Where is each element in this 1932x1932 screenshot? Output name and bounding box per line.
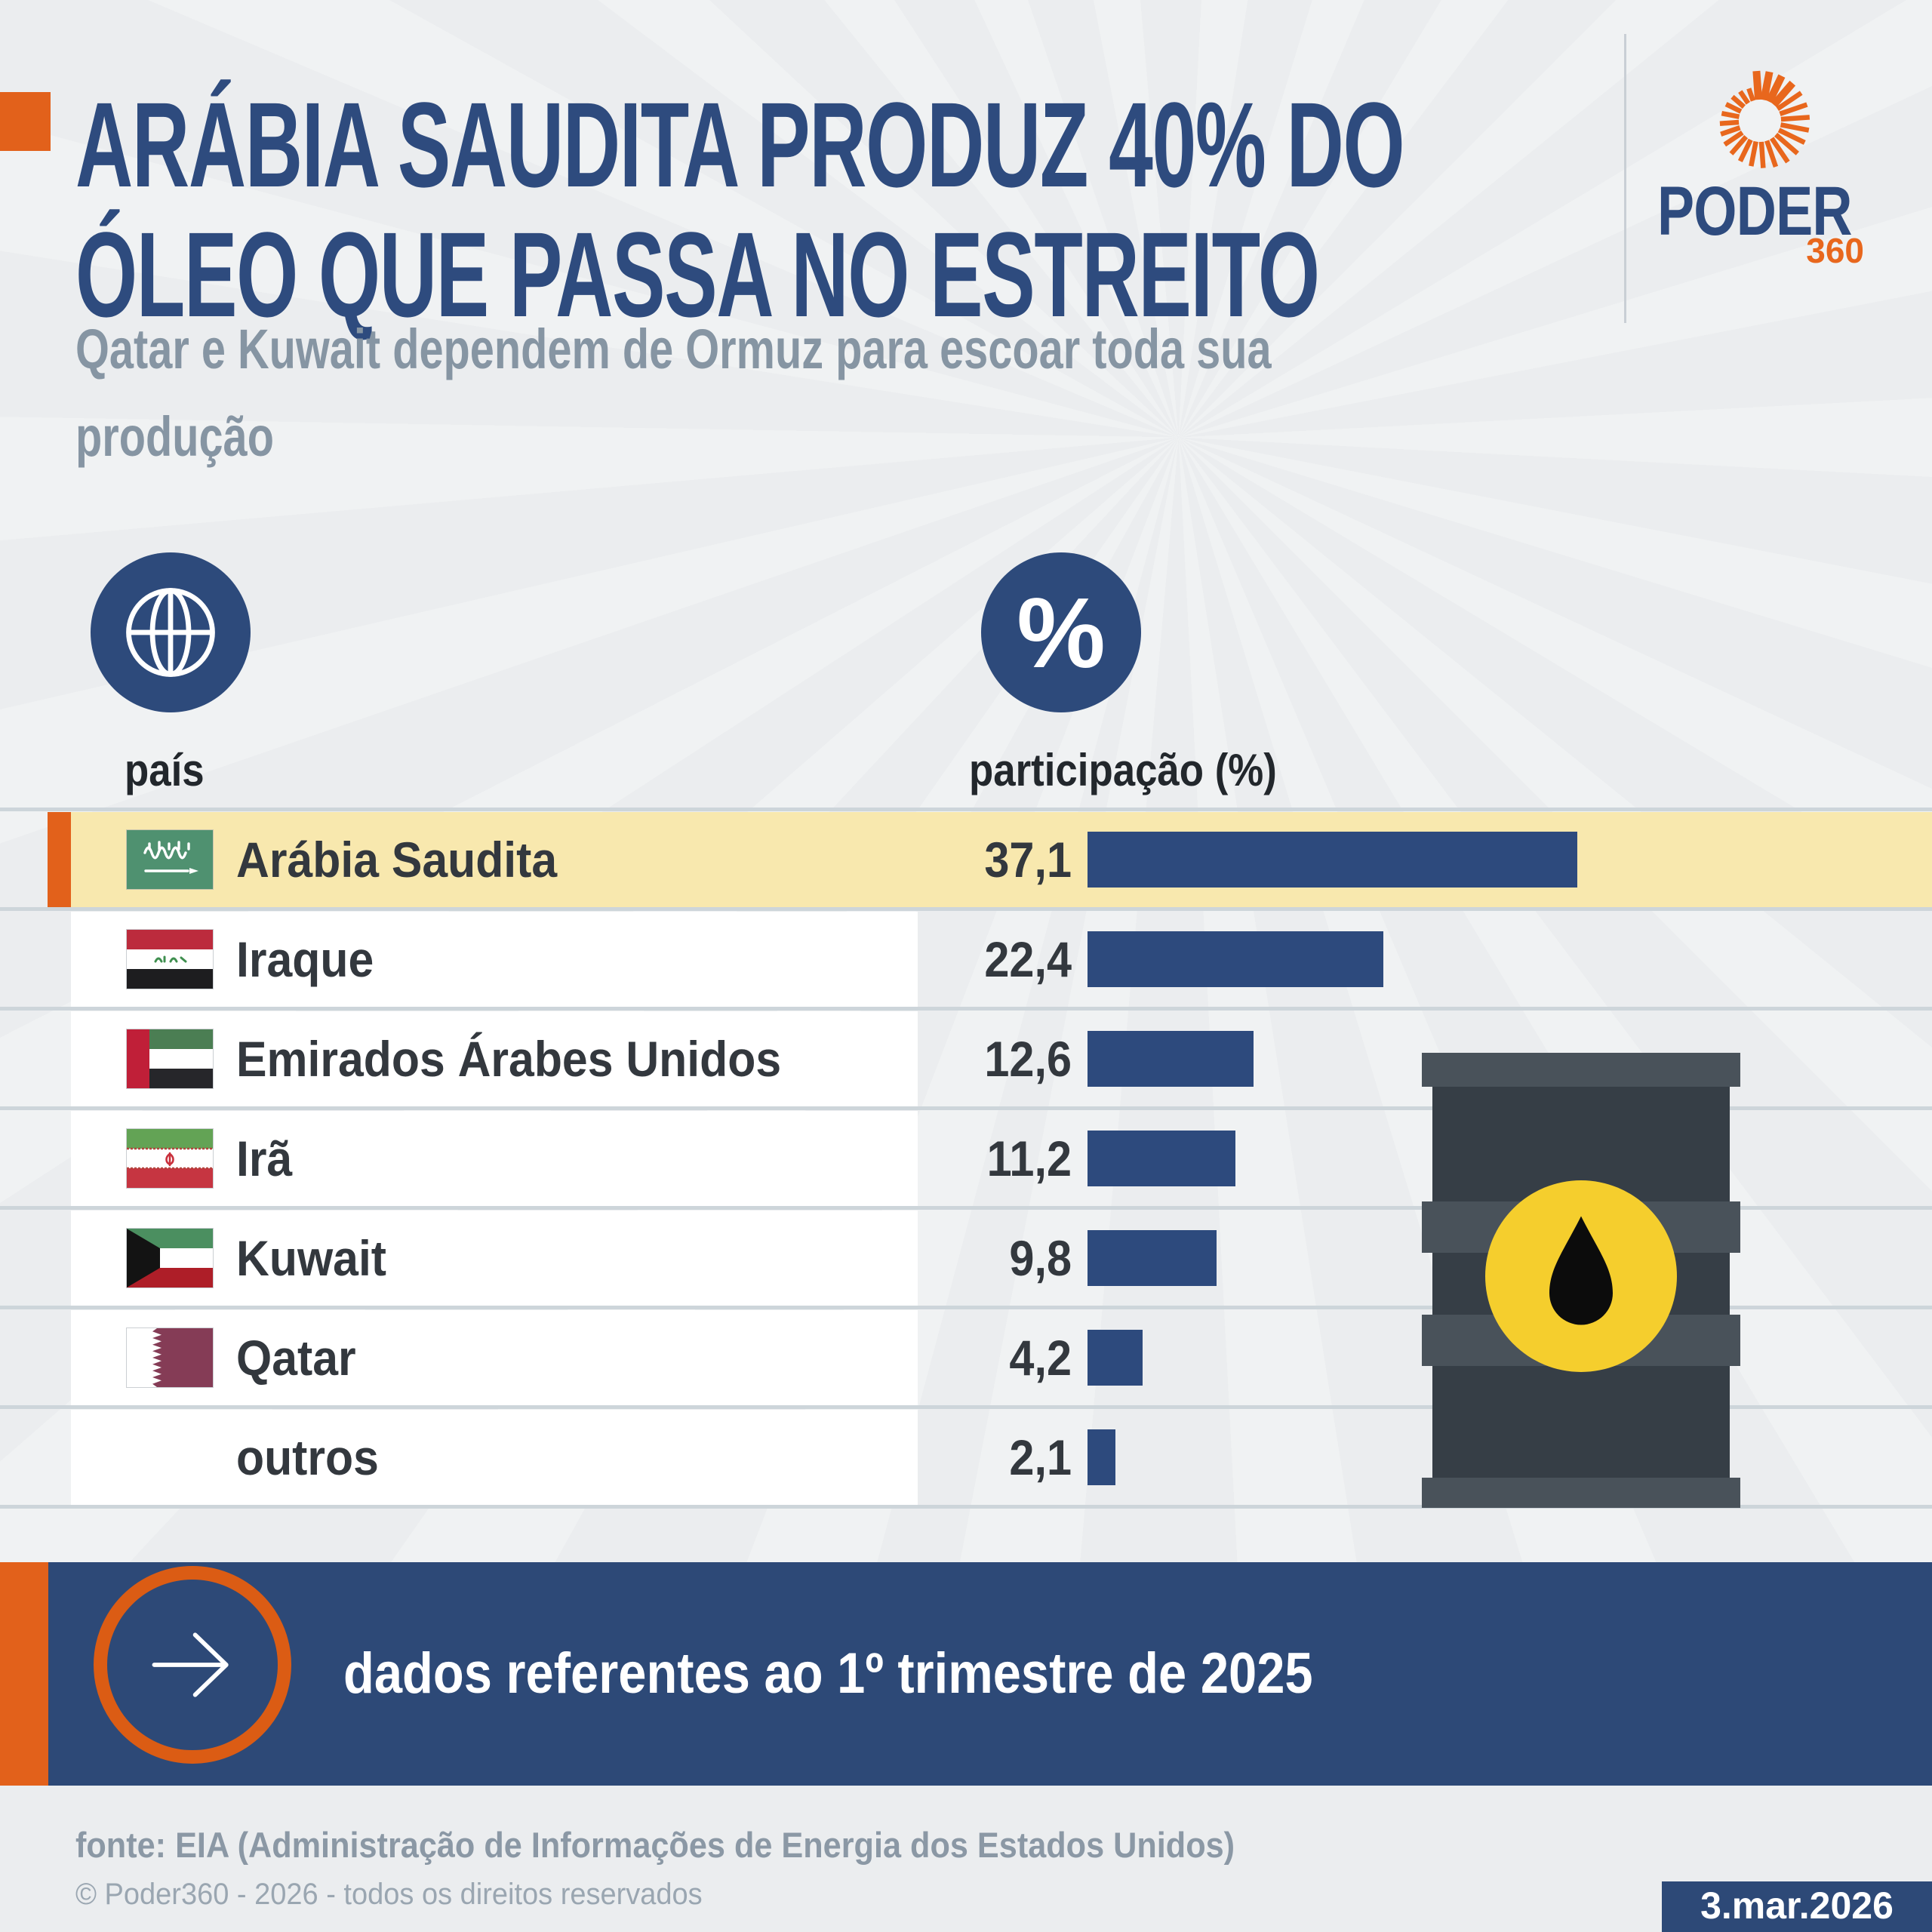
country-name: Qatar [236, 1330, 356, 1386]
share-column-circle: % [981, 552, 1141, 712]
row-divider [0, 1206, 1932, 1210]
country-name: Emirados Árabes Unidos [236, 1031, 782, 1087]
row-divider [0, 1405, 1932, 1409]
row-divider [0, 808, 1932, 811]
note-text: dados referentes ao 1º trimestre de 2025 [343, 1641, 1313, 1706]
bar [1088, 1230, 1217, 1286]
poder360-sunburst-icon [1719, 70, 1810, 168]
flag-iran-icon [127, 1129, 213, 1188]
oil-drop-icon [1549, 1216, 1613, 1325]
share-value: 22,4 [984, 931, 1072, 987]
country-column-label: país [125, 745, 205, 795]
flag-kuwait-icon [127, 1229, 213, 1287]
share-value: 11,2 [986, 1131, 1072, 1186]
country-column-circle [91, 552, 251, 712]
table-row-uae: Emirados Árabes Unidos 12,6 [0, 1011, 1932, 1106]
flag-uae-icon [127, 1029, 213, 1088]
note-banner-accent-strip [0, 1562, 48, 1786]
country-name: Kuwait [236, 1230, 387, 1286]
arrow-circle [94, 1566, 291, 1764]
header-vertical-divider [1624, 34, 1626, 323]
table-row-iran: Irã 11,2 [0, 1111, 1932, 1206]
bar [1088, 1031, 1254, 1087]
row-divider [0, 1106, 1932, 1110]
country-name: Irã [236, 1131, 293, 1186]
flag-qatar-icon [127, 1328, 213, 1387]
country-name: outros [236, 1429, 379, 1485]
page-subtitle-line2: produção [75, 405, 274, 468]
share-column-label: participação (%) [969, 745, 1277, 795]
flag-saudi-arabia-icon [127, 830, 213, 889]
page-subtitle-line1: Qatar e Kuwait dependem de Ormuz para es… [75, 318, 1272, 380]
poder360-logo-suffix: 360 [1806, 231, 1864, 270]
table-row-qatar: Qatar 4,2 [0, 1310, 1932, 1405]
bar [1088, 832, 1577, 888]
row-divider [0, 1306, 1932, 1309]
row-divider [0, 1505, 1932, 1509]
bar [1088, 931, 1383, 987]
table-row-saudi-arabia: Arábia Saudita 37,1 [0, 812, 1932, 907]
share-value: 9,8 [1009, 1230, 1072, 1286]
source-text: fonte: EIA (Administração de Informações… [75, 1825, 1235, 1865]
poder360-logo-wordmark: PODER [1657, 173, 1853, 250]
copyright-text: © Poder360 - 2026 - todos os direitos re… [75, 1878, 703, 1911]
note-banner [0, 1562, 1932, 1786]
barrel-yellow-label [1485, 1180, 1677, 1372]
highlight-accent-bar [48, 812, 71, 907]
row-divider [0, 907, 1932, 911]
row-background [71, 1410, 918, 1505]
share-value: 37,1 [984, 832, 1072, 888]
bar [1088, 1429, 1115, 1485]
percent-icon: % [1017, 577, 1106, 688]
page-title-line1: ARÁBIA SAUDITA PRODUZ 40% DO [75, 77, 1405, 212]
bar [1088, 1131, 1235, 1186]
table-row-others: outros 2,1 [0, 1410, 1932, 1505]
table-row-kuwait: Kuwait 9,8 [0, 1211, 1932, 1306]
globe-icon [126, 588, 215, 677]
country-name: Iraque [236, 931, 374, 987]
bar [1088, 1330, 1143, 1386]
barrel-bottom-rim [1422, 1478, 1740, 1508]
page-title-line2: ÓLEO QUE PASSA NO ESTREITO [75, 207, 1320, 342]
row-divider [0, 1007, 1932, 1011]
share-value: 2,1 [1009, 1429, 1072, 1485]
barrel-top-rim [1422, 1053, 1740, 1087]
title-accent-square [0, 92, 51, 151]
share-value: 12,6 [984, 1031, 1072, 1087]
date-badge: 3.mar.2026 [1662, 1881, 1932, 1932]
country-name: Arábia Saudita [236, 832, 558, 888]
share-value: 4,2 [1009, 1330, 1072, 1386]
row-background [71, 812, 1932, 907]
flag-iraq-icon [127, 930, 213, 989]
arrow-right-icon [152, 1632, 229, 1697]
table-row-iraq: Iraque 22,4 [0, 912, 1932, 1007]
